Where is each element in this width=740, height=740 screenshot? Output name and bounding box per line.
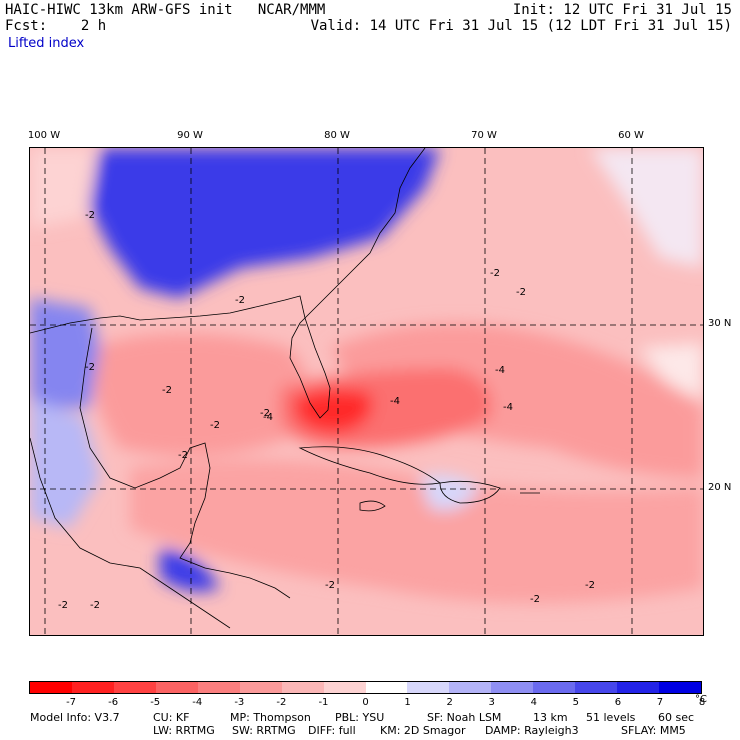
colorbar-tick-label: 4: [530, 697, 537, 708]
field-caribbean: [130, 460, 703, 603]
colorbar-tick-label: 2: [446, 697, 453, 708]
contour-label: -2: [210, 420, 220, 431]
contour-label: -2: [162, 385, 172, 396]
field-florida-max: [295, 389, 372, 433]
field-atlantic-band: [330, 323, 703, 478]
field-shading: [30, 148, 703, 603]
contour-label: -2: [516, 287, 526, 298]
colorbar-tick-label: -2: [276, 697, 287, 708]
contour-label: -2: [85, 210, 95, 221]
model-info-item: MP: Thompson: [230, 711, 311, 724]
colorbar-tick-label: 5: [572, 697, 579, 708]
colorbar-swatch: [30, 682, 72, 693]
colorbar-swatch: [407, 682, 450, 693]
colorbar: [29, 681, 702, 694]
model-info-item: KM: 2D Smagor: [380, 724, 466, 737]
field-near-zero-nw: [30, 148, 95, 228]
model-info-item: Model Info: V3.7: [30, 711, 120, 724]
colorbar-swatch: [155, 682, 198, 693]
colorbar-swatch: [239, 682, 282, 693]
contour-labels: -2 -2 -2 -2 -2 -2 -2 -2 -2 -4 -4 -4 -4 -…: [58, 210, 595, 611]
lon-label-70w: 70 W: [471, 130, 497, 141]
map-canvas: -2 -2 -2 -2 -2 -2 -2 -2 -2 -4 -4 -4 -4 -…: [30, 148, 703, 635]
contour-label: -2: [178, 450, 188, 461]
colorbar-swatch: [659, 682, 701, 693]
colorbar-tick-label: 8: [698, 697, 706, 708]
colorbar-tick-label: -3: [234, 697, 245, 708]
colorbar-swatch: [449, 682, 492, 693]
contour-label: -2: [235, 295, 245, 306]
colorbar-swatch: [71, 682, 114, 693]
colorbar-swatch: [365, 682, 408, 693]
contour-label: -2: [58, 600, 68, 611]
colorbar-swatch: [113, 682, 156, 693]
colorbar-tick-label: 1: [404, 697, 411, 708]
lon-label-80w: 80 W: [324, 130, 350, 141]
init-time: Init: 12 UTC Fri 31 Jul 15: [512, 2, 732, 18]
colorbar-tick-label: -1: [318, 697, 329, 708]
colorbar-tick-label: 0: [362, 697, 369, 708]
field-near-zero-east: [640, 343, 703, 398]
model-info-item: 51 levels: [586, 711, 636, 724]
colorbar-swatch: [533, 682, 576, 693]
contour-label: -2: [490, 268, 500, 279]
contour-label: -2: [325, 580, 335, 591]
model-info-item: SW: RRTMG: [232, 724, 296, 737]
contour-label: -2: [530, 594, 540, 605]
lat-label-20n: 20 N: [708, 482, 732, 493]
colorbar-swatch: [323, 682, 366, 693]
contour-label: -4: [263, 412, 273, 423]
model-info-item: PBL: YSU: [335, 711, 385, 724]
variable-name: Lifted index: [8, 36, 85, 51]
model-title: HAIC-HIWC 13km ARW-GFS init NCAR/MMM: [5, 2, 326, 18]
jamaica-outline: [359, 500, 386, 512]
colorbar-unit: °C: [695, 694, 707, 705]
model-info-item: LW: RRTMG: [153, 724, 215, 737]
contour-label: -2: [260, 408, 270, 419]
forecast-hour: Fcst: 2 h: [5, 18, 107, 34]
colorbar-swatch: [617, 682, 660, 693]
field-gulf: [90, 333, 310, 456]
colorbar-tick-label: -7: [66, 697, 77, 708]
us-gulf-atlantic-coast: [30, 148, 426, 419]
grid-lines: [30, 148, 703, 635]
lon-label-60w: 60 W: [618, 130, 644, 141]
colorbar-tick-label: -5: [150, 697, 161, 708]
colorbar-swatch: [281, 682, 324, 693]
contour-label: -2: [85, 362, 95, 373]
field-stable-us: [90, 148, 440, 298]
colorbar-swatch: [491, 682, 534, 693]
colorbar-swatch: [197, 682, 240, 693]
colorbar-tick-label: 6: [614, 697, 622, 708]
field-stable-mexico-west: [30, 398, 100, 528]
colorbar-tick-label: -6: [108, 697, 119, 708]
lifted-index-map: -2 -2 -2 -2 -2 -2 -2 -2 -2 -4 -4 -4 -4 -…: [29, 147, 704, 636]
model-info-item: 13 km: [533, 711, 568, 724]
field-stable-central-america: [160, 548, 220, 592]
colorbar-swatch: [575, 682, 618, 693]
model-info-item: SFLAY: MM5: [621, 724, 686, 737]
model-info-item: SF: Noah LSM: [427, 711, 502, 724]
field-stable-mexico-north: [30, 298, 100, 408]
valid-time: Valid: 14 UTC Fri 31 Jul 15 (12 LDT Fri …: [310, 18, 732, 34]
contour-label: -2: [90, 600, 100, 611]
model-info-item: DAMP: Rayleigh3: [485, 724, 579, 737]
contour-label: -4: [390, 396, 400, 407]
lat-label-30n: 30 N: [708, 318, 732, 329]
colorbar-tick-label: -4: [192, 697, 203, 708]
colorbar-tick-label: 7: [656, 697, 664, 708]
colorbar-tick-label: 3: [488, 697, 495, 708]
contour-label: -4: [495, 365, 505, 376]
model-info-item: 60 sec: [658, 711, 695, 724]
lon-label-90w: 90 W: [177, 130, 203, 141]
lon-label-100w: 100 W: [27, 130, 61, 141]
contour-label: -2: [585, 580, 595, 591]
coastlines: [30, 148, 540, 629]
contour-label: -4: [503, 402, 513, 413]
model-info-item: DIFF: full: [308, 724, 356, 737]
model-info-item: CU: KF: [153, 711, 190, 724]
mexico-central-america-coast: [79, 327, 291, 599]
field-near-zero-ne: [590, 148, 703, 268]
